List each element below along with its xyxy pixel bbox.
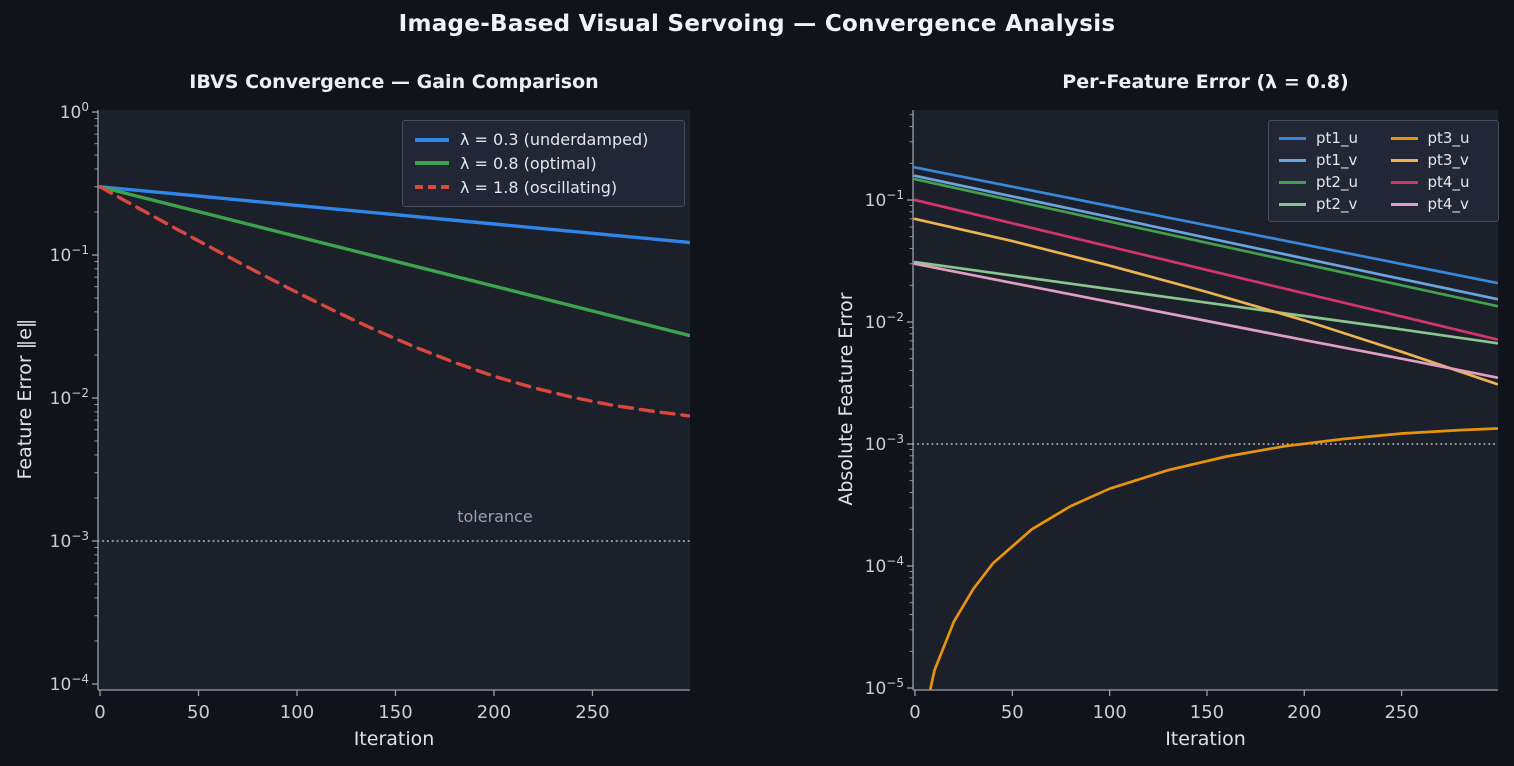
legend-item: pt4_v [1390, 193, 1489, 215]
legend-swatch [1279, 136, 1306, 140]
legend-item: pt2_v [1279, 193, 1377, 215]
left-plot-title: IBVS Convergence — Gain Comparison [189, 71, 599, 93]
right-plot-title: Per-Feature Error (λ = 0.8) [1062, 71, 1349, 93]
legend-item: pt4_u [1390, 171, 1489, 193]
legend-swatch [415, 185, 449, 190]
series-line--1.8-oscillating- [98, 185, 690, 418]
legend-swatch [1390, 158, 1418, 162]
y-tick-label: 10−4 [50, 672, 89, 695]
series-line-pt4_u [913, 198, 1498, 341]
legend-item-label: pt3_v [1427, 151, 1469, 169]
x-tick-label: 200 [477, 702, 511, 723]
legend-item: λ = 0.8 (optimal) [415, 154, 672, 173]
right-x-axis-label: Iteration [1165, 728, 1246, 750]
legend-item-label: pt2_u [1316, 173, 1358, 191]
series-line-pt1_v [913, 174, 1498, 301]
y-tick-label: 10−5 [865, 676, 904, 699]
legend-swatch [1279, 202, 1306, 206]
legend-swatch [415, 137, 449, 142]
y-tick-label: 10−2 [865, 310, 904, 333]
x-tick-label: 150 [378, 702, 412, 723]
series-line-pt3_v [913, 217, 1498, 386]
y-tick-label: 10−3 [50, 529, 89, 552]
legend-item-label: pt4_v [1427, 195, 1469, 213]
x-tick-label: 0 [909, 702, 920, 723]
legend-item: λ = 1.8 (oscillating) [415, 178, 672, 197]
y-tick-label: 10−4 [865, 554, 904, 577]
legend-item-label: pt1_u [1316, 129, 1358, 147]
legend-item-label: pt4_u [1427, 173, 1470, 191]
right-y-axis-label: Absolute Feature Error [835, 292, 857, 506]
figure-title: Image-Based Visual Servoing — Convergenc… [398, 11, 1116, 37]
legend-item: λ = 0.3 (underdamped) [415, 130, 672, 149]
x-tick-label: 50 [187, 702, 210, 723]
series-line-pt4_v [913, 262, 1498, 379]
series-line-pt2_v [913, 260, 1498, 345]
legend-item-label: pt1_v [1316, 151, 1358, 169]
legend-item: pt2_u [1279, 171, 1377, 193]
legend-swatch [1279, 180, 1306, 184]
left-y-axis-label: Feature Error ‖e‖ [14, 318, 36, 480]
x-tick-label: 0 [94, 702, 105, 723]
legend-item: pt1_u [1279, 127, 1377, 149]
x-tick-label: 150 [1190, 702, 1224, 723]
right-plot-legend: pt1_u pt1_v pt2_u pt2_v pt3_u pt3_v pt4_u pt4_v [1268, 120, 1499, 222]
tolerance-label: tolerance [457, 507, 533, 526]
x-tick-label: 200 [1287, 702, 1321, 723]
series-line-pt2_u [913, 177, 1498, 308]
x-tick-label: 50 [1001, 702, 1024, 723]
series-line--0.8-optimal- [98, 185, 690, 338]
legend-item-label: λ = 0.8 (optimal) [460, 153, 597, 173]
series-line-pt3_u [928, 427, 1498, 690]
series-line--0.3-underdamped- [98, 185, 690, 245]
legend-swatch [1390, 180, 1418, 184]
x-tick-label: 100 [280, 702, 314, 723]
x-tick-label: 100 [1092, 702, 1126, 723]
legend-item-label: λ = 1.8 (oscillating) [460, 177, 618, 197]
left-plot-legend: λ = 0.3 (underdamped) λ = 0.8 (optimal) λ … [402, 120, 685, 207]
legend-swatch [1390, 136, 1418, 140]
x-tick-label: 250 [1384, 702, 1418, 723]
y-tick-label: 100 [60, 100, 89, 123]
legend-item: pt3_u [1390, 127, 1489, 149]
legend-item: pt1_v [1279, 149, 1377, 171]
left-x-axis-label: Iteration [353, 728, 435, 750]
y-tick-label: 10−3 [865, 432, 904, 455]
y-tick-label: 10−2 [50, 386, 89, 409]
y-tick-label: 10−1 [50, 243, 89, 266]
legend-item-label: λ = 0.3 (underdamped) [460, 130, 649, 150]
legend-item-label: pt3_u [1427, 129, 1470, 147]
series-line-pt1_u [913, 166, 1498, 285]
legend-swatch [1279, 158, 1306, 162]
legend-item: pt3_v [1390, 149, 1489, 171]
legend-item-label: pt2_v [1316, 195, 1358, 213]
legend-swatch [415, 161, 449, 166]
x-tick-label: 250 [575, 702, 609, 723]
legend-swatch [1390, 202, 1418, 206]
y-tick-label: 10−1 [865, 188, 904, 211]
